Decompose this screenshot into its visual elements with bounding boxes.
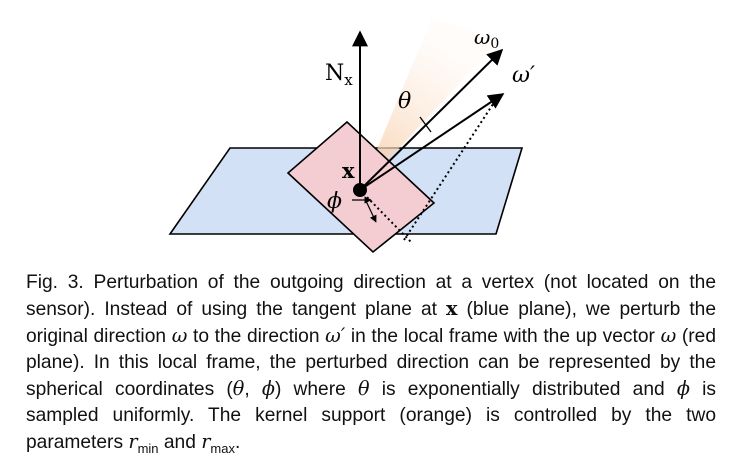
- phi-label: ϕ: [327, 189, 342, 214]
- theta-tick: [419, 116, 432, 133]
- caption-text: to the direction: [187, 326, 326, 347]
- omega0-arrow: [359, 48, 504, 191]
- caption-text: ) where: [274, 379, 358, 400]
- caption-text: and: [158, 432, 202, 453]
- normal-label: Nx: [325, 61, 353, 89]
- caption-text: ,: [244, 379, 262, 400]
- omega0-label: ω0: [474, 25, 499, 52]
- caption-max-subscript: max: [210, 440, 235, 456]
- caption-min-subscript: min: [137, 440, 159, 456]
- caption-theta: θ: [357, 377, 370, 400]
- caption-text: in the local frame with the up vector: [345, 326, 661, 347]
- caption-r-min: r: [128, 430, 138, 453]
- perturbation-figure: Nx x θ ϕ ω0 ω′: [168, 18, 535, 254]
- caption-omega: ω: [660, 324, 677, 347]
- caption-r-max: r: [201, 430, 211, 453]
- caption-x-symbol: x: [446, 297, 458, 320]
- normal-dotted-line: [359, 189, 412, 243]
- caption-omega-prime: ω′: [325, 324, 346, 347]
- caption-text: Perturbation of the outgoing direction a…: [26, 272, 716, 320]
- caption-phi: ϕ: [261, 377, 275, 400]
- figure-caption: Fig. 3. Perturbation of the outgoing dir…: [26, 270, 716, 462]
- caption-phi: ϕ: [676, 377, 690, 400]
- caption-omega: ω: [171, 324, 188, 347]
- omega-prime-dotted-line: [403, 97, 498, 241]
- caption-fig-label: Fig. 3.: [26, 272, 84, 293]
- vertex-label: x: [342, 158, 355, 183]
- caption-text: (red plane). In this local frame, the pe…: [26, 326, 716, 400]
- omega-prime-arrow: [359, 93, 505, 191]
- caption-text: .: [234, 432, 241, 453]
- omega-prime-label: ω′: [512, 63, 535, 88]
- caption-text: (blue plane), we perturb the original di…: [26, 299, 716, 347]
- caption-text: is sampled uniformly. The kernel support…: [26, 379, 717, 453]
- caption-theta: θ: [232, 377, 245, 400]
- figure-svg: Nx x θ ϕ ω0 ω′: [168, 18, 535, 254]
- vertex-point: [353, 183, 367, 197]
- phi-down-arrow: [365, 200, 377, 223]
- theta-label: θ: [398, 89, 411, 114]
- kernel-support: [360, 18, 500, 190]
- caption-text: is exponentially distributed and: [369, 379, 677, 400]
